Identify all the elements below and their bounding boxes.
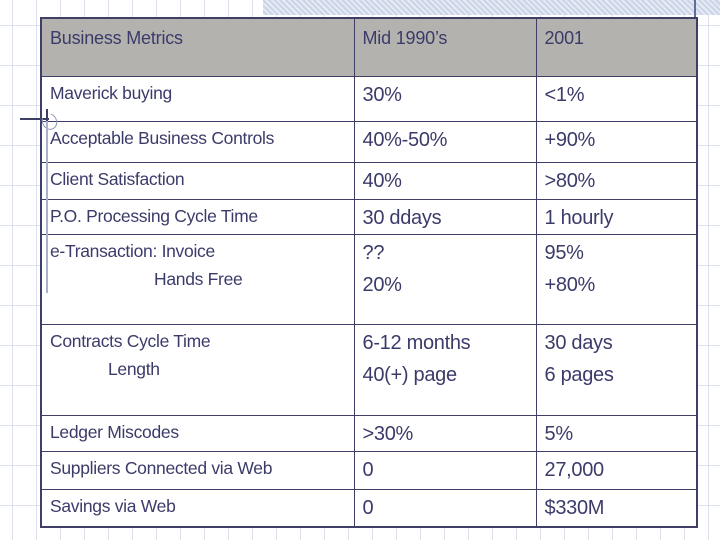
top-decor-band [263,0,720,15]
table-row: Client Satisfaction 40% >80% [40,161,698,200]
col-header-mid-1990s: Mid 1990’s [353,17,537,77]
cell-text: e-Transaction: Invoice [50,240,215,261]
cell-text: Ledger Miscodes [50,421,179,442]
cell-metric-name: Savings via Web [40,488,355,528]
cell-metric-name: Maverick buying [40,75,355,122]
cell-metric-name: Ledger Miscodes [40,414,355,452]
cell-mid1990s-value: 0 [353,450,537,490]
cell-text: P.O. Processing Cycle Time [50,205,258,226]
cell-text: 6 pages [544,363,614,386]
cell-mid1990s-value: >30% [353,414,537,452]
cell-text: +90% [544,128,596,151]
cell-text: 5% [544,422,574,445]
thin-vertical-guide-line [46,121,48,293]
cell-text: Maverick buying [50,82,172,103]
business-metrics-table: Business Metrics Mid 1990’s 2001 Maveric… [40,17,698,528]
cell-text: >80% [544,169,596,192]
cell-text: Length [108,359,160,380]
cell-text: 30 days [544,331,613,354]
cell-text: $330M [544,496,605,519]
cell-text: 1 hourly [544,206,614,229]
cell-2001-value: +90% [535,120,698,163]
cell-metric-name: P.O. Processing Cycle Time [40,198,355,235]
cell-text: 27,000 [544,458,605,481]
cell-text: Contracts Cycle Time [50,330,211,351]
table-row: e-Transaction: Invoice Hands Free ?? 20%… [40,233,698,325]
cell-2001-value: >80% [535,161,698,200]
cell-mid1990s-value: ?? 20% [353,233,537,325]
cell-text: 6-12 months [362,331,471,354]
col-header-2001: 2001 [535,17,698,77]
cell-2001-value: 5% [535,414,698,452]
cell-2001-value: $330M [535,488,698,528]
table-row: Maverick buying 30% <1% [40,75,698,122]
table-row: Ledger Miscodes >30% 5% [40,414,698,452]
table-row: P.O. Processing Cycle Time 30 ddays 1 ho… [40,198,698,235]
table-row: Suppliers Connected via Web 0 27,000 [40,450,698,490]
cell-metric-name: Acceptable Business Controls [40,120,355,163]
col-header-business-metrics: Business Metrics [40,17,355,77]
cell-2001-value: 30 days 6 pages [535,323,698,416]
cell-metric-name: Client Satisfaction [40,161,355,200]
cell-2001-value: <1% [535,75,698,122]
cell-text: 30% [362,83,402,106]
cell-text: >30% [362,422,414,445]
cell-mid1990s-value: 6-12 months 40(+) page [353,323,537,416]
cell-mid1990s-value: 0 [353,488,537,528]
cell-2001-value: 27,000 [535,450,698,490]
cell-text: 30 ddays [362,206,442,229]
cell-metric-name: Suppliers Connected via Web [40,450,355,490]
cell-text: 95% [544,241,584,264]
crosshair-tick [46,109,48,128]
cell-text: Hands Free [154,269,243,290]
top-band-edge-line [694,0,696,18]
cell-text: 0 [362,458,374,481]
cell-text: Suppliers Connected via Web [50,457,273,478]
cell-mid1990s-value: 40% [353,161,537,200]
cell-text: <1% [544,83,585,106]
cell-text: 0 [362,496,374,519]
cell-2001-value: 95% +80% [535,233,698,325]
cell-text: Client Satisfaction [50,168,185,189]
cell-mid1990s-value: 30 ddays [353,198,537,235]
cell-2001-value: 1 hourly [535,198,698,235]
cell-text: ?? [362,241,385,264]
header-row: Business Metrics Mid 1990’s 2001 [40,17,698,77]
cell-text: Acceptable Business Controls [50,127,275,148]
table-row: Contracts Cycle Time Length 6-12 months … [40,323,698,416]
cell-text: 40(+) page [362,363,458,386]
cell-text: Savings via Web [50,495,176,516]
leader-line [20,118,49,120]
table-row: Acceptable Business Controls 40%-50% +90… [40,120,698,163]
cell-text: 20% [362,273,402,296]
table-row: Savings via Web 0 $330M [40,488,698,528]
cell-text: +80% [544,273,596,296]
cell-text: 40%-50% [362,128,448,151]
cell-mid1990s-value: 30% [353,75,537,122]
cell-text: 40% [362,169,402,192]
cell-metric-name: e-Transaction: Invoice Hands Free [40,233,355,325]
cell-mid1990s-value: 40%-50% [353,120,537,163]
cell-metric-name: Contracts Cycle Time Length [40,323,355,416]
